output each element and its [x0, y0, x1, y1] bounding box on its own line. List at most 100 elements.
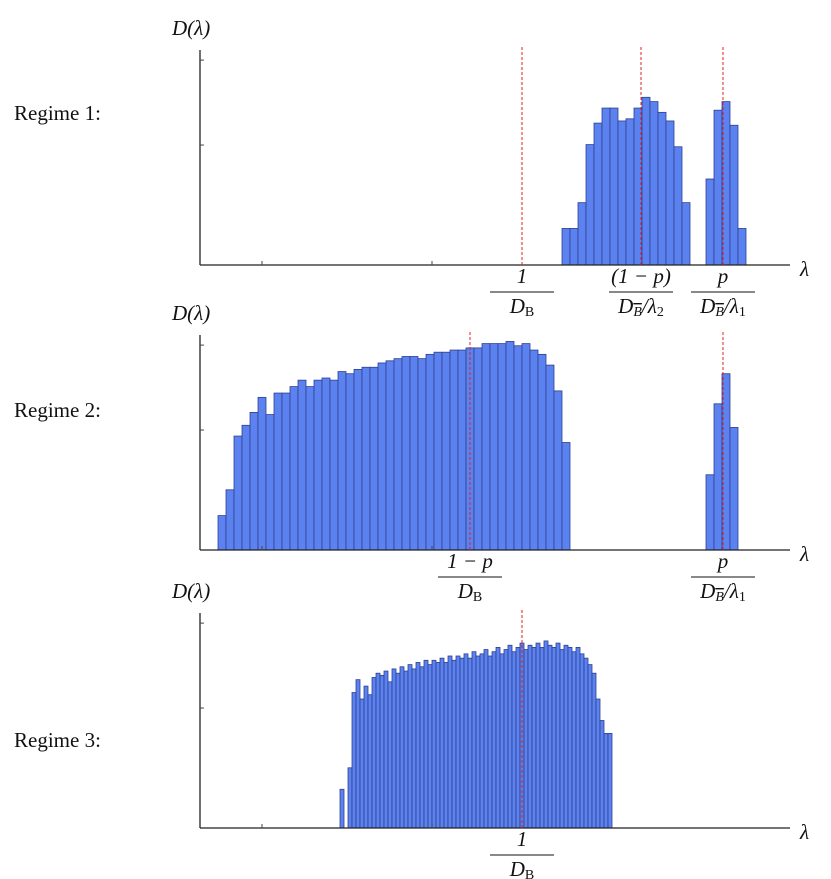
annotation-numerator: p: [716, 264, 729, 288]
bar: [401, 356, 411, 551]
bar: [425, 353, 435, 551]
bar: [351, 692, 357, 829]
denominator-part: B: [715, 305, 724, 320]
bar: [729, 124, 739, 266]
bar: [713, 109, 723, 266]
bar: [553, 390, 563, 551]
bar: [539, 647, 545, 829]
bar: [599, 720, 605, 829]
bar: [475, 655, 481, 829]
bar: [609, 107, 619, 266]
bar: [551, 647, 557, 829]
bar: [347, 767, 353, 829]
bar: [571, 651, 577, 829]
bar: [377, 362, 387, 551]
denominator-part: D: [617, 294, 633, 318]
denominator-part: D: [699, 579, 715, 603]
bar: [705, 474, 715, 551]
y-axis-label: D(λ): [171, 579, 210, 603]
bar: [583, 657, 589, 829]
bar: [657, 111, 667, 266]
bar: [455, 655, 461, 829]
bar: [529, 349, 539, 551]
bar: [391, 668, 397, 829]
bar: [433, 351, 443, 551]
bar: [443, 662, 449, 829]
annotation-denominator: DB/λ2: [617, 294, 664, 320]
bar: [217, 515, 227, 551]
bar: [403, 670, 409, 829]
denominator-part: /λ: [723, 579, 739, 603]
bar: [481, 343, 491, 551]
bar: [339, 788, 345, 829]
annotation-numerator: 1 − p: [447, 549, 493, 573]
annotation-numerator: p: [716, 549, 729, 573]
bar: [483, 649, 489, 829]
bar: [411, 668, 417, 829]
bar: [459, 657, 465, 829]
denominator-part: 2: [657, 305, 664, 320]
bar: [737, 228, 747, 266]
bar: [499, 653, 505, 829]
bar: [289, 386, 299, 551]
y-axis-label: D(λ): [171, 301, 210, 325]
bar: [265, 414, 275, 551]
bar: [435, 662, 441, 829]
bar: [591, 672, 597, 829]
denominator-part: 1: [739, 305, 746, 320]
bar: [479, 653, 485, 829]
bar: [497, 343, 507, 551]
bar: [543, 640, 549, 829]
bar: [495, 647, 501, 829]
annotation-denominator: DB/λ1: [699, 579, 746, 605]
bar: [575, 647, 581, 829]
bar: [665, 120, 675, 266]
denominator-part: B: [633, 305, 642, 320]
denominator-part: B: [715, 590, 724, 605]
bar: [273, 392, 283, 551]
bar: [567, 647, 573, 829]
bar: [423, 659, 429, 829]
bar: [379, 674, 385, 829]
bar: [337, 371, 347, 551]
bar: [417, 358, 427, 551]
bar: [625, 118, 635, 266]
denominator-part: /λ: [641, 294, 657, 318]
bar: [431, 659, 437, 829]
bar: [617, 120, 627, 266]
bar: [457, 349, 467, 551]
bar: [531, 647, 537, 829]
bar: [595, 698, 601, 829]
bar: [607, 733, 613, 829]
bar: [633, 107, 643, 266]
denominator-part: B: [473, 590, 482, 605]
bar: [375, 672, 381, 829]
bar: [241, 424, 251, 551]
denominator-part: D: [509, 857, 525, 879]
bar: [535, 642, 541, 829]
denominator-part: 1: [739, 590, 746, 605]
bar: [385, 360, 395, 551]
bar: [297, 379, 307, 551]
bar: [713, 403, 723, 551]
denominator-part: /λ: [723, 294, 739, 318]
bar: [563, 644, 569, 829]
annotation-numerator: (1 − p): [611, 264, 671, 288]
denominator-part: B: [525, 305, 534, 320]
bar: [705, 178, 715, 266]
bar: [471, 651, 477, 829]
bar: [579, 653, 585, 829]
bar: [427, 664, 433, 829]
bar: [353, 368, 363, 551]
bar: [399, 666, 405, 829]
bar: [467, 657, 473, 829]
bar: [367, 694, 373, 829]
bar: [369, 366, 379, 551]
bar: [363, 685, 369, 829]
x-axis-label: λ: [799, 542, 809, 566]
bar: [473, 347, 483, 551]
bar: [329, 379, 339, 551]
bar: [361, 366, 371, 551]
denominator-part: B: [525, 868, 534, 879]
